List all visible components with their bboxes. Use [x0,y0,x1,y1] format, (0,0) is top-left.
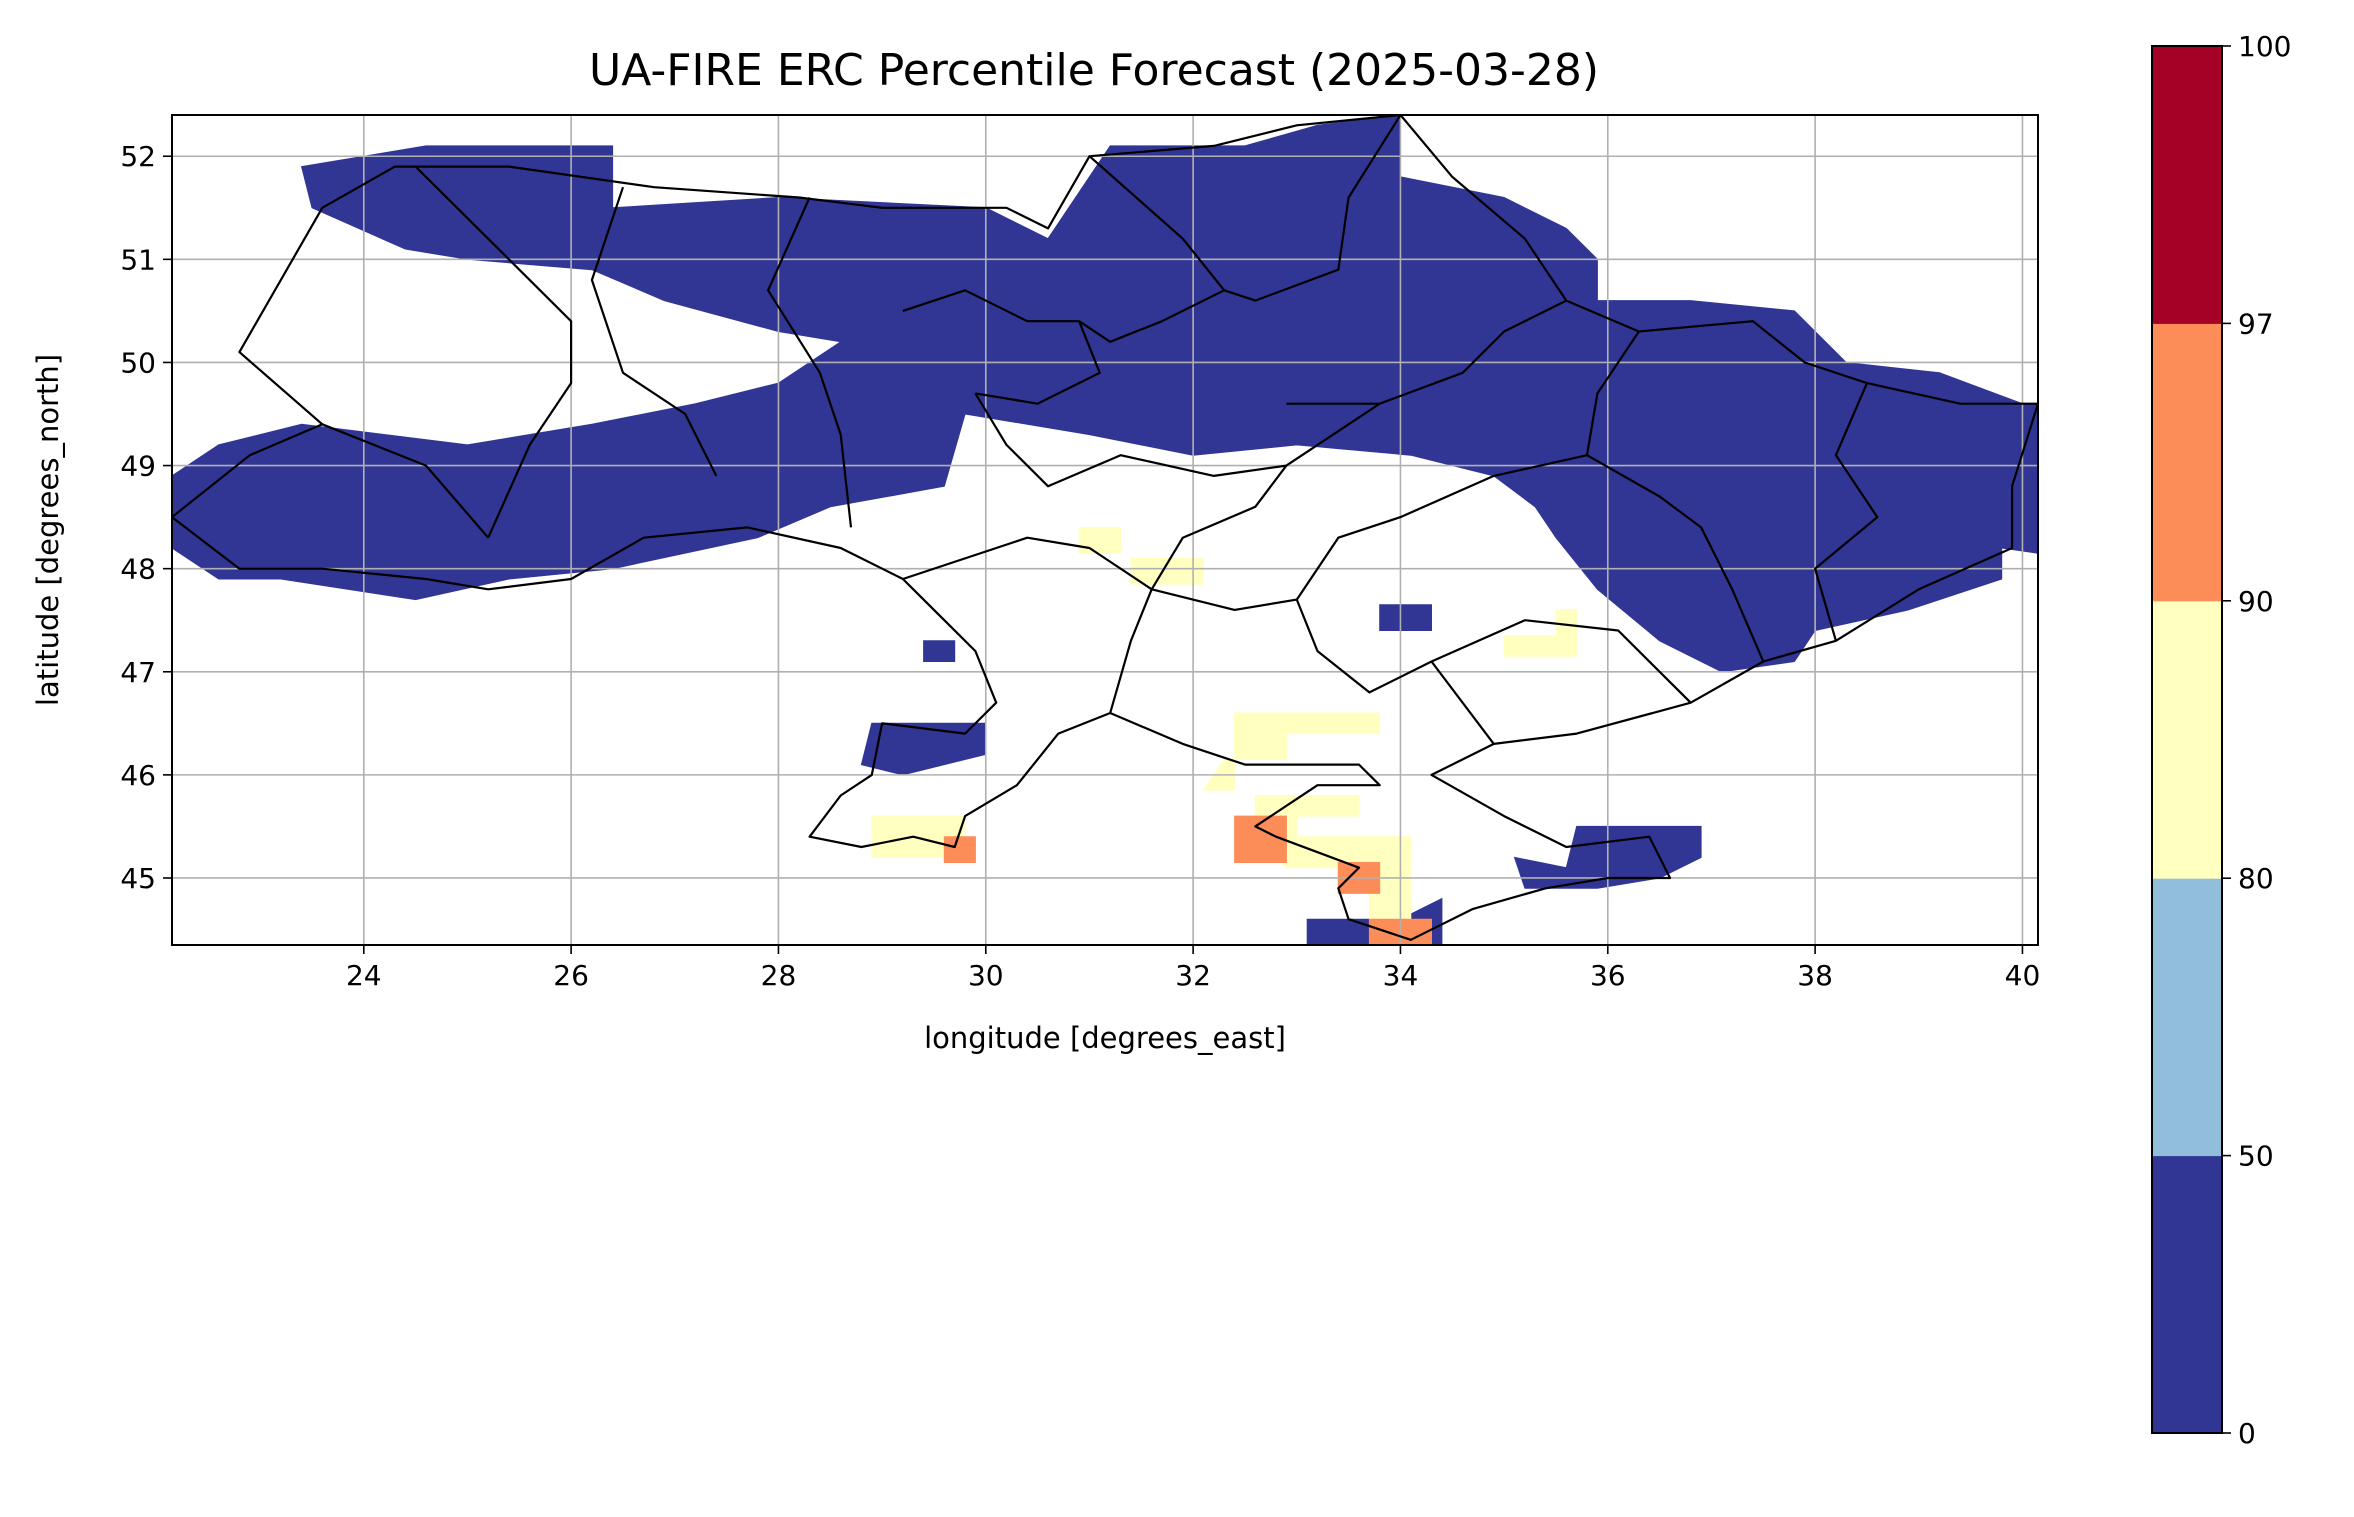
x-tick-label-34: 34 [1383,959,1419,992]
map-plot-area: 24 26 28 30 32 34 36 38 40 45 46 47 48 49 50 51 52 [120,114,2040,992]
y-tick-label-51: 51 [120,243,156,276]
oblast-border-8 [1286,299,1567,405]
y-tick-label-52: 52 [120,140,156,173]
x-axis-label: longitude [degrees_east] [924,1021,1286,1055]
colorbar-bin-0-50 [2152,1155,2222,1434]
y-axis-ticks: 45 46 47 48 49 50 51 52 [120,140,172,895]
oblast-border-6 [1078,155,1226,343]
x-tick-label-32: 32 [1175,959,1211,992]
colorbar-tick-label-0: 0 [2238,1417,2256,1450]
plot-frame [171,114,2039,946]
region-0-50-1 [860,722,987,776]
oblast-boundaries [172,115,2038,941]
percentile-fill-layer [172,115,2038,945]
x-tick-label-30: 30 [968,959,1004,992]
region-80-90-9 [1202,712,1381,791]
y-tick-label-47: 47 [120,656,156,689]
oblast-border-9 [1585,330,1765,662]
colorbar-ticks: 0 50 80 90 97 100 [2222,30,2291,1450]
oblast-border-10 [1814,382,1879,642]
region-80-90-8 [1503,609,1578,657]
country-border [172,115,2038,941]
y-tick-label-46: 46 [120,759,156,792]
x-axis-ticks: 24 26 28 30 32 34 36 38 40 [346,945,2040,992]
y-tick-label-50: 50 [120,346,156,379]
x-tick-label-38: 38 [1797,959,1833,992]
region-0-50-5 [923,640,956,662]
oblast-border-12 [902,536,1297,611]
colorbar-bins [2152,46,2222,1434]
y-axis-label: latitude [degrees_north] [31,354,65,706]
oblast-border-3 [767,197,853,528]
oblast-border-7 [1223,115,1402,302]
y-tick-label-45: 45 [120,862,156,895]
colorbar-tick-label-80: 80 [2238,862,2274,895]
x-tick-label-28: 28 [761,959,797,992]
chart-title: UA-FIRE ERC Percentile Forecast (2025-03… [589,45,1599,96]
colorbar-frame [2151,45,2223,1434]
oblast-border-17 [1430,660,1495,745]
oblast-border-5 [321,423,490,539]
colorbar: 0 50 80 90 97 100 [2151,30,2291,1450]
colorbar-tick-label-50: 50 [2238,1140,2274,1173]
oblast-border-13 [1295,454,1588,601]
y-tick-label-48: 48 [120,553,156,586]
colorbar-tick-label-90: 90 [2238,585,2274,618]
y-tick-label-49: 49 [120,450,156,483]
colorbar-tick-label-97: 97 [2238,307,2274,340]
oblast-border-16 [1150,464,1288,590]
oblast-border-15 [1109,588,1153,714]
oblast-border-2 [590,186,718,477]
region-80-90-6 [1078,526,1122,554]
x-tick-label-26: 26 [553,959,589,992]
gridlines [172,115,2038,945]
x-tick-label-24: 24 [346,959,382,992]
colorbar-bin-50-80 [2152,878,2222,1157]
region-0-50-4 [1379,604,1432,631]
colorbar-bin-80-90 [2152,600,2222,879]
colorbar-tick-label-100: 100 [2238,30,2291,63]
colorbar-bin-90-97 [2152,323,2222,602]
x-tick-label-40: 40 [2005,959,2041,992]
x-tick-label-36: 36 [1590,959,1626,992]
colorbar-bin-97-100 [2152,46,2222,324]
region-90-97-13 [943,836,976,863]
oblast-border-4 [414,165,573,539]
